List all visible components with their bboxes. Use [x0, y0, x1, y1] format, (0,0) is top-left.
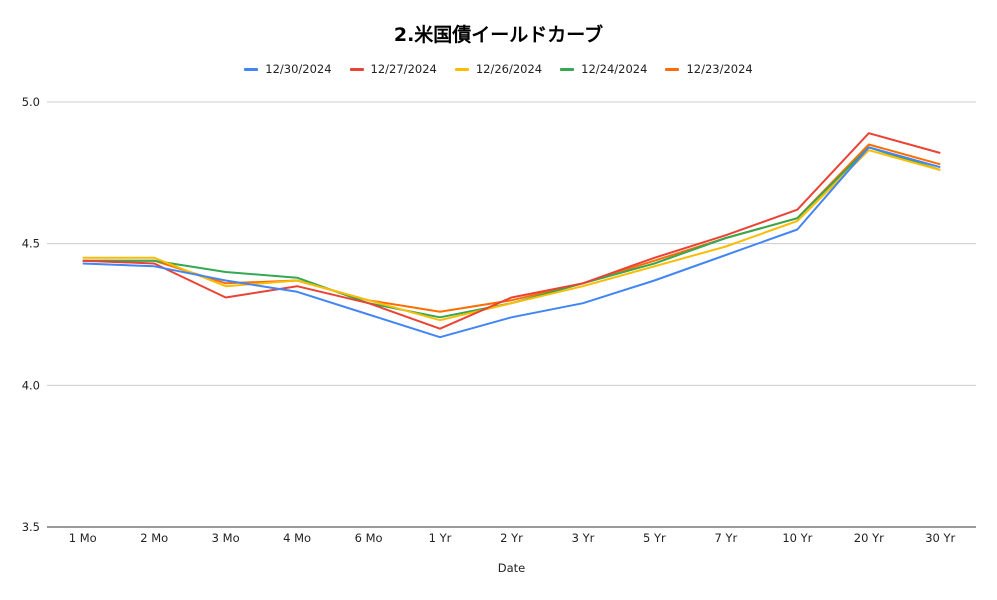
- legend-item[interactable]: 12/26/2024: [454, 62, 543, 76]
- legend-swatch: [665, 67, 680, 71]
- x-tick-label: 30 Yr: [925, 531, 955, 545]
- series-line: [82, 143, 941, 313]
- legend-item[interactable]: 12/23/2024: [665, 62, 753, 76]
- legend-label: 12/23/2024: [686, 62, 753, 76]
- legend-swatch: [244, 67, 259, 71]
- x-axis-title: Date: [498, 561, 526, 575]
- series-line: [82, 149, 941, 322]
- x-tick-label: 7 Yr: [715, 531, 738, 545]
- legend-item[interactable]: 12/27/2024: [349, 62, 437, 76]
- x-tick-label: 2 Mo: [140, 531, 168, 545]
- series-line: [82, 146, 941, 339]
- y-tick-label: 5.0: [22, 95, 40, 109]
- series-line: [82, 146, 941, 319]
- legend-swatch: [454, 67, 469, 71]
- series-line: [82, 132, 941, 330]
- legend-label: 12/24/2024: [581, 62, 648, 76]
- x-tick-label: 1 Yr: [429, 531, 452, 545]
- legend-label: 12/26/2024: [475, 62, 543, 76]
- x-tick-label: 10 Yr: [782, 531, 812, 545]
- legend-swatch: [560, 67, 575, 71]
- x-tick-label: 6 Mo: [355, 531, 383, 545]
- y-tick-label: 3.5: [22, 520, 40, 534]
- legend-label: 12/27/2024: [370, 62, 437, 76]
- chart-title: 2.米国債イールドカーブ: [393, 24, 604, 46]
- x-tick-label: 4 Mo: [283, 531, 311, 545]
- x-tick-label: 5 Yr: [643, 531, 666, 545]
- x-tick-label: 3 Mo: [212, 531, 240, 545]
- legend-swatch: [349, 67, 364, 71]
- y-tick-label: 4.0: [22, 378, 40, 392]
- x-tick-label: 20 Yr: [854, 531, 884, 545]
- legend-item[interactable]: 12/30/2024: [244, 62, 332, 76]
- chart-legend: 12/30/2024 12/27/2024 12/26/2024 12/24/2024…: [0, 62, 997, 76]
- x-tick-label: 3 Yr: [572, 531, 595, 545]
- legend-item[interactable]: 12/24/2024: [560, 62, 647, 76]
- x-tick-label: 1 Mo: [69, 531, 97, 545]
- x-tick-label: 2 Yr: [500, 531, 523, 545]
- y-tick-label: 4.5: [22, 237, 40, 251]
- legend-label: 12/30/2024: [265, 62, 332, 76]
